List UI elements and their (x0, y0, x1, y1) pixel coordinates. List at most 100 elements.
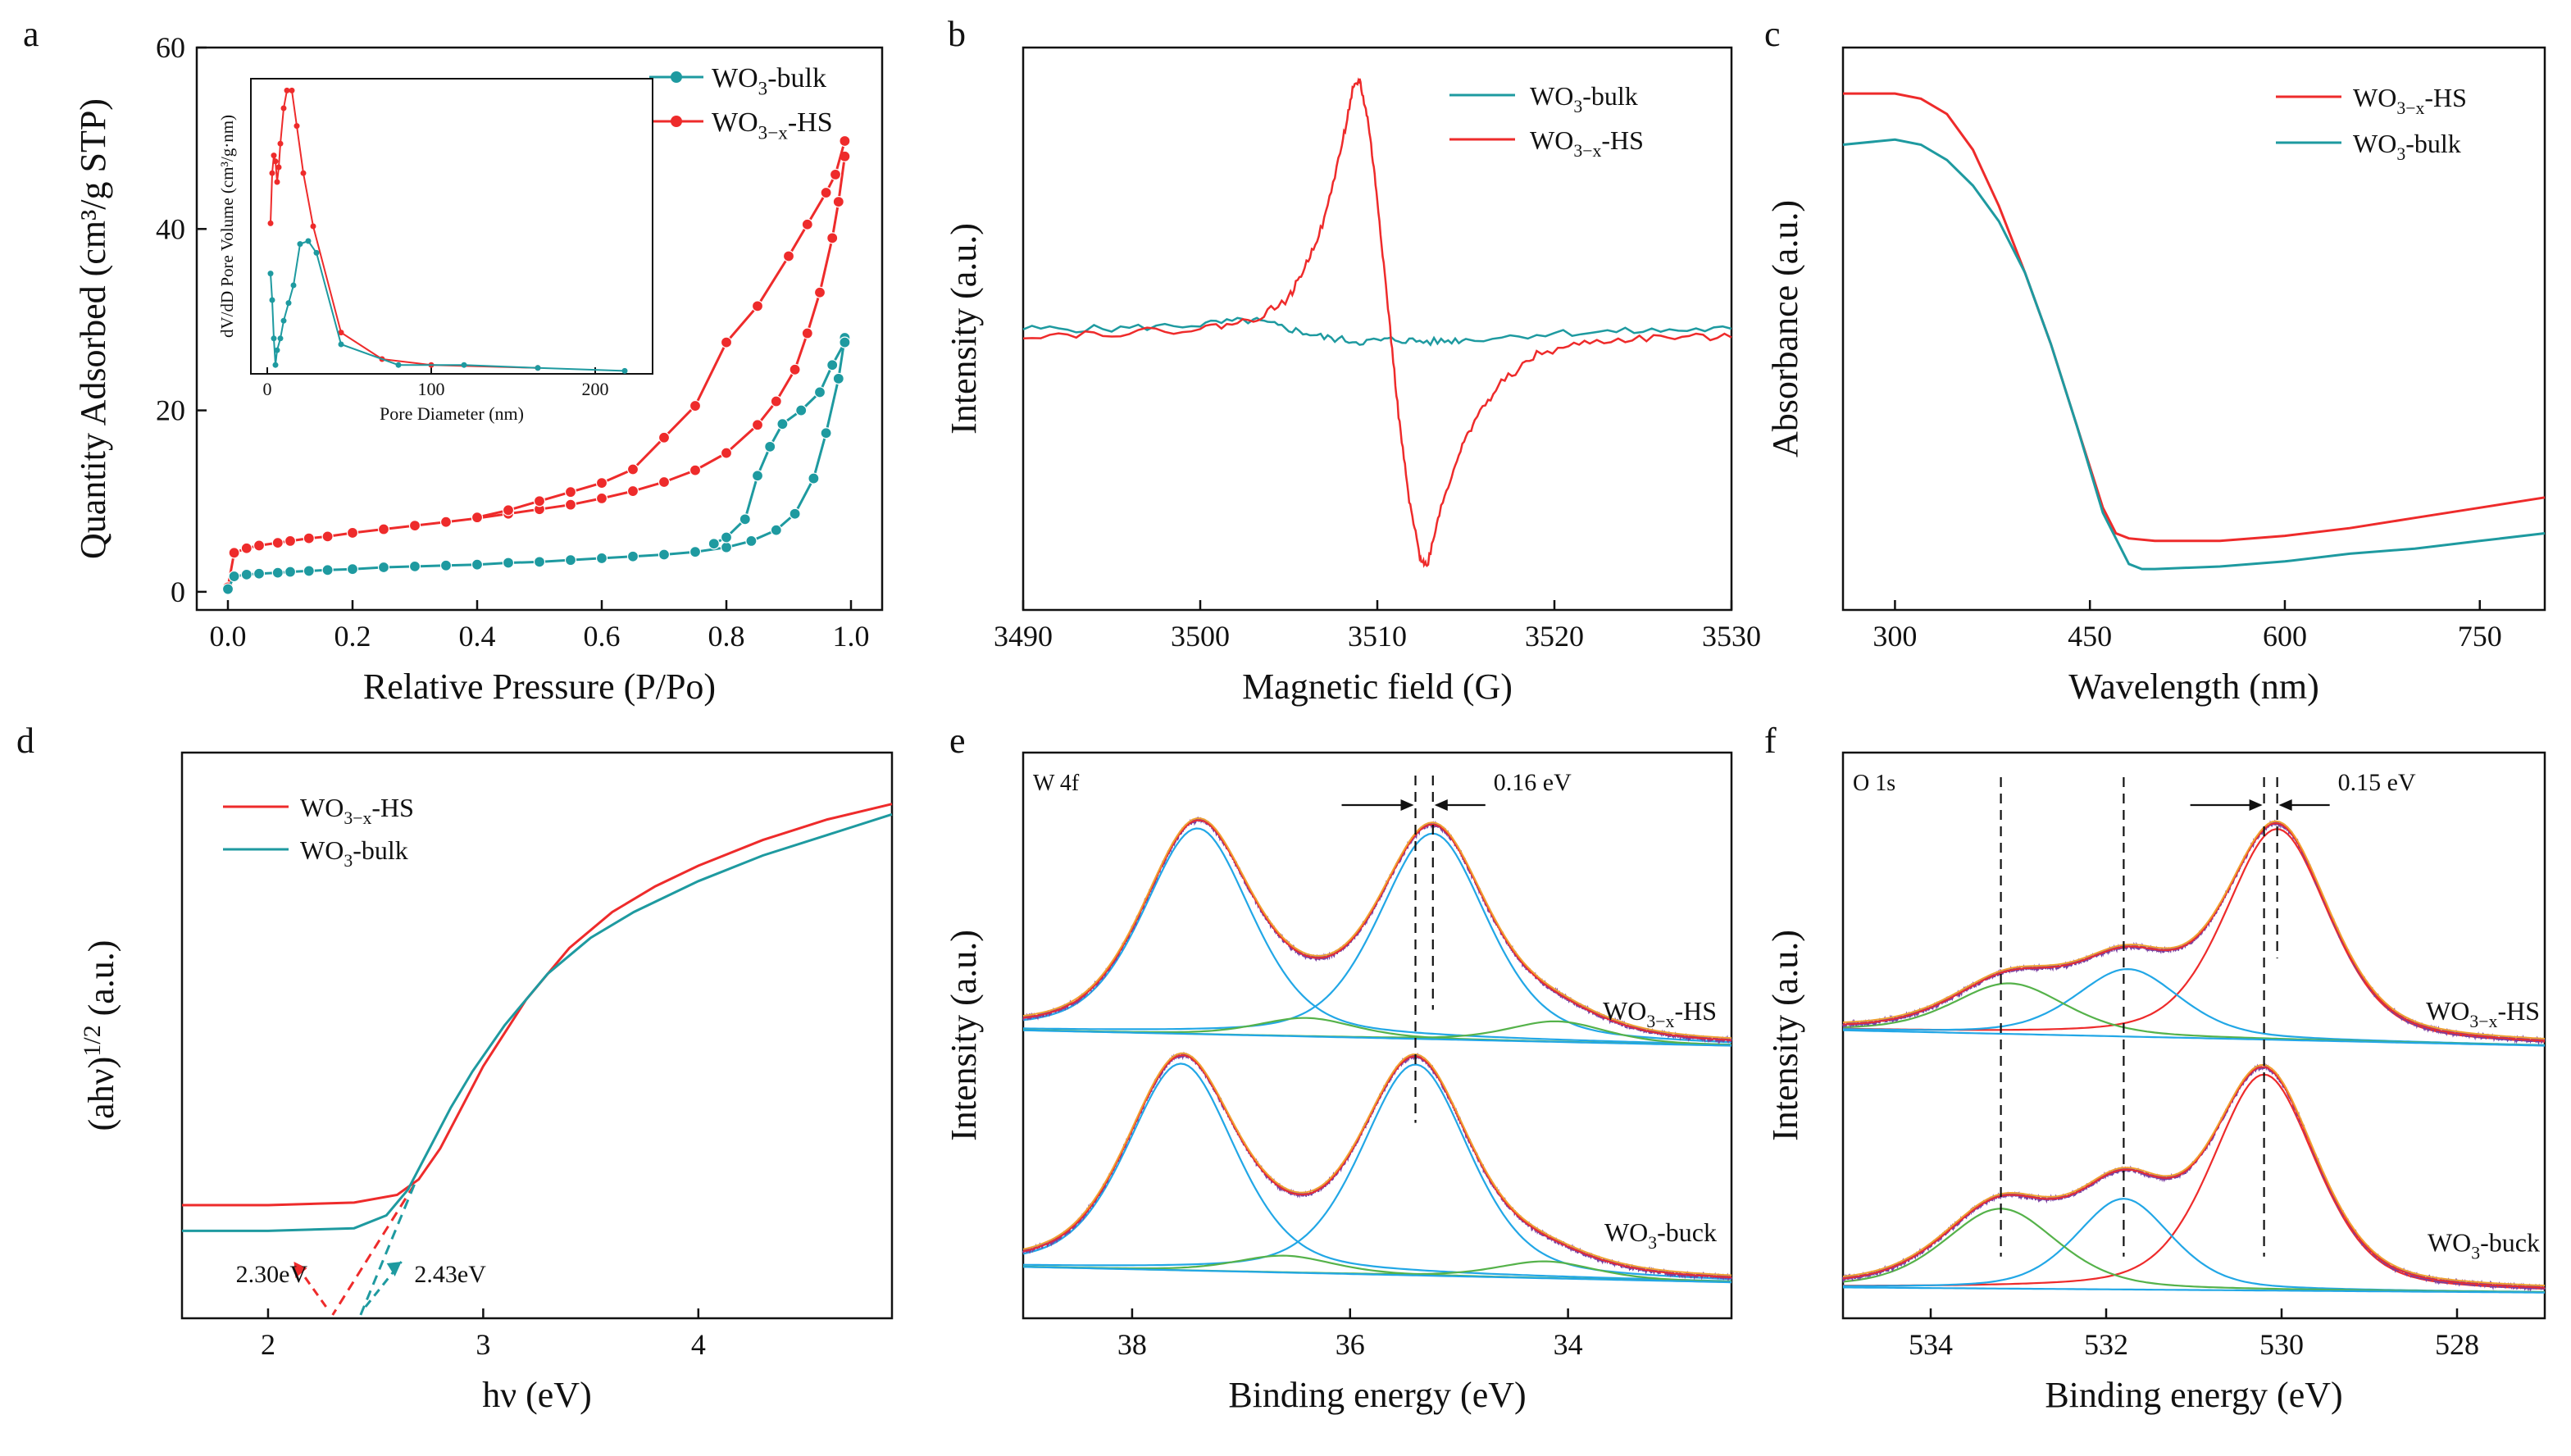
panel-c: c 300 450 600 750 Wavelength (nm) Absorbance (… (1764, 14, 2546, 707)
data-point (240, 568, 253, 580)
fit-component (1022, 1063, 1732, 1281)
inset-data-point (275, 164, 282, 171)
inset-data-point (289, 87, 295, 93)
data-point (626, 485, 639, 498)
chem-subscript: 3−x (1573, 141, 1601, 161)
chem-base: WO (2428, 1227, 2471, 1257)
inset-data-point (284, 87, 290, 93)
x-tick-label: 0.2 (334, 620, 371, 653)
data-point (271, 537, 284, 549)
panel-e: e 38 36 34 Binding energy (eV) Intensity (a.u… (944, 721, 1733, 1415)
legend-label: WO3−x-HS (1530, 125, 1644, 161)
inset-data-point (285, 300, 292, 307)
arrow-head (294, 1262, 307, 1278)
data-point (284, 535, 297, 548)
fit-envelope (1022, 817, 1732, 1040)
data-point (720, 541, 733, 553)
spectrum-label: WO3-buck (1604, 1217, 1717, 1253)
data-point (813, 386, 826, 398)
data-point (377, 523, 390, 535)
data-point (689, 464, 702, 476)
inset-data-point (395, 362, 402, 368)
background-line (1022, 1266, 1732, 1284)
inset-data-point (305, 238, 312, 244)
data-point (813, 286, 826, 298)
inset-data-point (280, 105, 287, 111)
legend-label: WO3-bulk (712, 63, 826, 100)
chem-base: WO (1530, 81, 1573, 111)
plot-frame (195, 46, 884, 612)
data-point (439, 559, 453, 571)
series-line (1842, 138, 2546, 571)
chem-suffix: -HS (371, 793, 414, 822)
inset-x-tick-label: 100 (418, 379, 445, 399)
y-axis-label: Intensity (a.u.) (1765, 930, 1805, 1141)
data-point (708, 538, 720, 550)
data-point (839, 134, 851, 148)
inset-x-tick-label: 0 (263, 379, 272, 399)
inset-data-point (269, 297, 275, 303)
data-point (533, 556, 546, 568)
chem-base: WO (300, 835, 344, 865)
fit-sum (1022, 819, 1732, 1041)
fit-sum (1022, 1054, 1732, 1278)
data-point (502, 504, 515, 516)
chem-base: WO (2353, 129, 2396, 158)
data-point (801, 327, 813, 339)
chem-suffix: -HS (2424, 83, 2467, 112)
inset-data-point (274, 179, 280, 185)
inset-data-point (297, 241, 303, 248)
data-point (564, 498, 577, 511)
legend-label: WO3−x-HS (712, 107, 833, 144)
x-tick-label: 530 (2259, 1328, 2304, 1361)
x-tick-label: 1.0 (833, 620, 870, 653)
y-label-tail: (a.u.) (81, 940, 121, 1026)
chem-suffix: -bulk (1582, 81, 1638, 111)
inset-x-axis-label: Pore Diameter (nm) (380, 403, 524, 424)
spectrum-label: WO3−x-HS (2426, 996, 2540, 1031)
inset-data-point (313, 249, 320, 256)
arrow-head (2249, 799, 2263, 811)
inset-data-point (269, 170, 275, 176)
plot-frame (1022, 751, 1733, 1320)
data-point (595, 552, 608, 565)
chem-suffix: -bulk (353, 835, 408, 865)
x-axis-label: Wavelength (nm) (2068, 667, 2319, 707)
plot-frame (1841, 751, 2546, 1320)
x-tick-label: 532 (2084, 1328, 2128, 1361)
data-point (826, 232, 839, 244)
chem-base: WO (1604, 1217, 1648, 1247)
x-tick-label: 450 (2068, 620, 2112, 653)
y-axis-label: (ahν)1/2 (a.u.) (79, 940, 121, 1131)
series-line (226, 337, 846, 590)
series-line (182, 812, 893, 1232)
x-axis-label: Relative Pressure (P/Po) (363, 667, 716, 707)
data-point (689, 546, 702, 558)
spectrum-label: WO3-buck (2428, 1227, 2540, 1263)
data-point (739, 513, 751, 526)
chem-suffix: -buck (2480, 1227, 2540, 1257)
chem-subscript: 3 (2396, 144, 2405, 164)
data-point (658, 475, 671, 489)
x-tick-label: 3510 (1348, 620, 1407, 653)
inset-data-point (272, 158, 279, 165)
background-line (1843, 1286, 2545, 1294)
legend-marker (671, 116, 682, 127)
panel-label-e: e (949, 721, 966, 761)
x-tick-label: 0.0 (210, 620, 247, 653)
x-axis-label: hν (eV) (482, 1375, 592, 1415)
panel-label-f: f (1764, 721, 1777, 761)
data-point (751, 470, 764, 482)
y-label-superscript: 1/2 (79, 1025, 106, 1056)
panel-title: W 4f (1033, 771, 1080, 796)
data-point (303, 532, 315, 544)
inset-data-point (267, 220, 274, 226)
data-point (408, 519, 421, 532)
data-point (789, 363, 801, 375)
inset-data-point (280, 317, 287, 324)
plot-frame (1841, 46, 2546, 612)
fit-component (1022, 832, 1732, 1044)
data-point (832, 372, 844, 384)
x-tick-label: 2 (261, 1328, 275, 1361)
